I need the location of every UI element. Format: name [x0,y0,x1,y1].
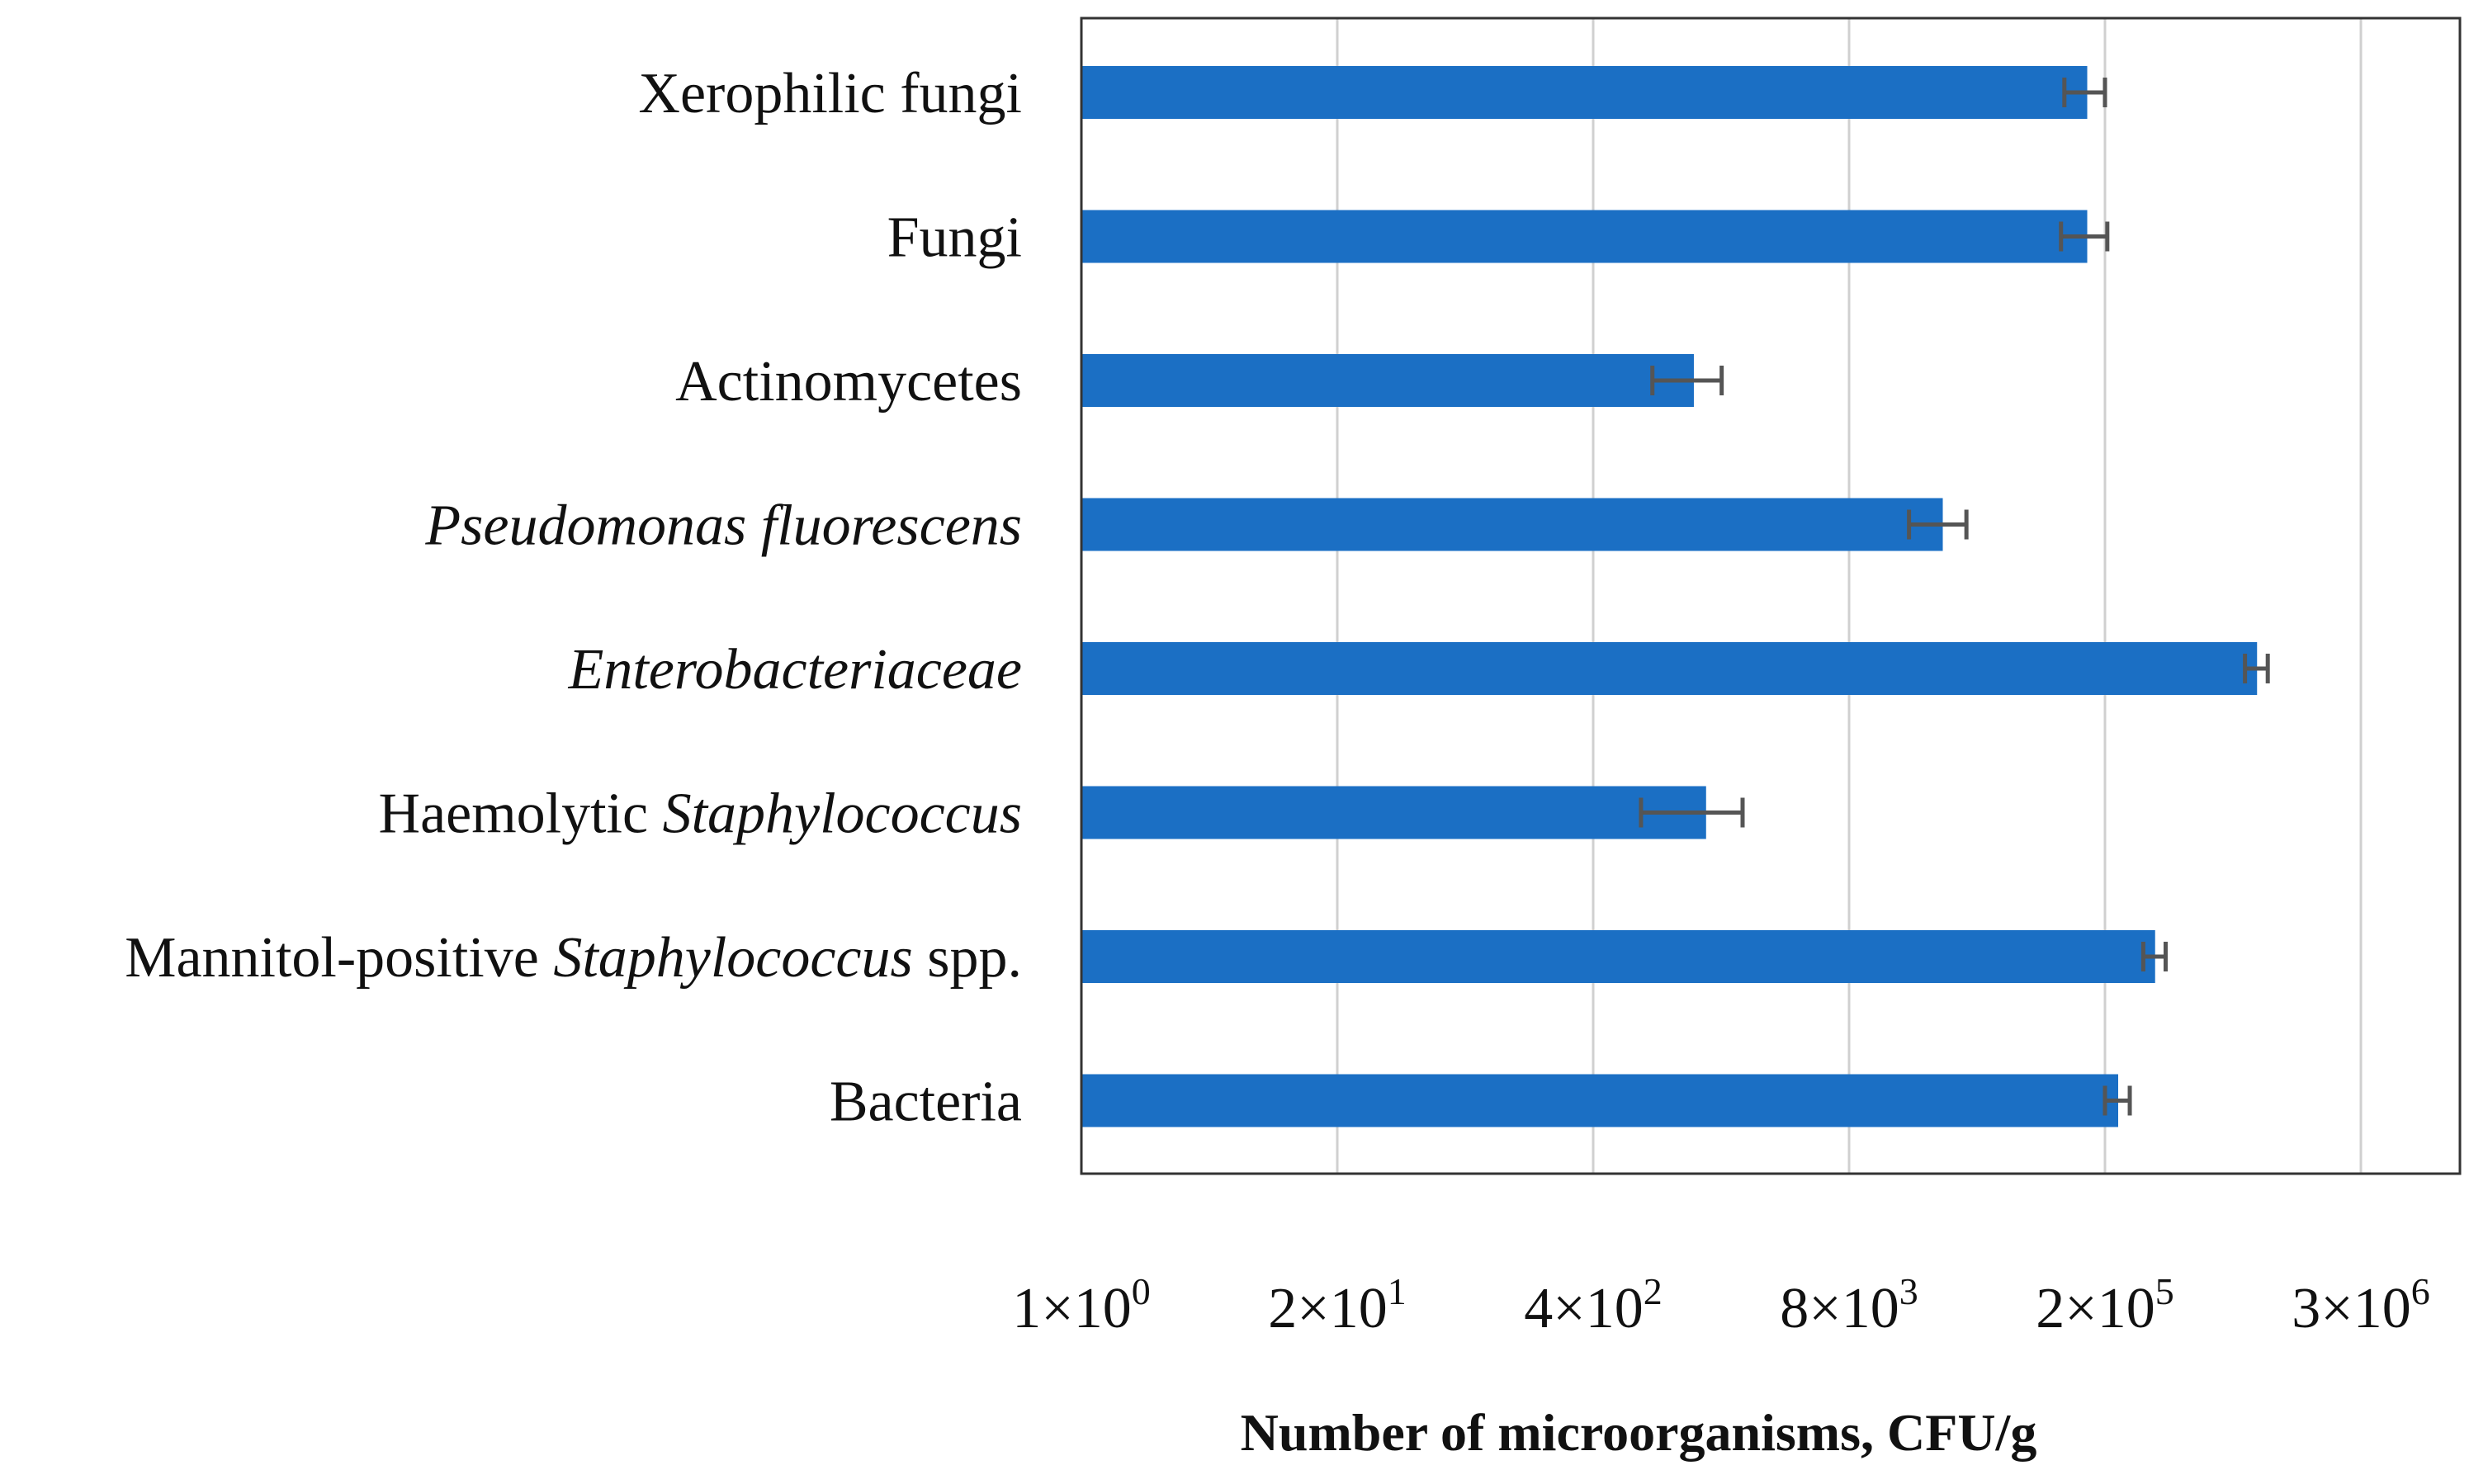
x-tick-label: 1×100 [1012,1270,1150,1340]
category-label: Fungi [887,206,1022,270]
error-bar [2103,1085,2132,1116]
category-label: Mannitol-positive Staphylococcus spp. [125,926,1022,990]
x-tick-label: 4×102 [1524,1270,1662,1340]
error-bars [1639,78,2270,1116]
category-label: Enterobacteriaceae [568,638,1022,702]
bar [1081,1074,2118,1127]
plot-frame [1080,17,2462,1175]
category-label: Pseudomonas fluorescens [424,494,1022,558]
error-bar [2243,654,2270,683]
bars [1081,66,2258,1127]
bar [1081,498,1943,551]
gridlines [1336,18,2363,1174]
category-labels: Xerophilic fungi Fungi Actinomycetes Pseudo… [125,62,1022,1134]
x-axis-title: Number of microorganisms, CFU/g [1241,1403,2037,1462]
x-tick-label: 2×105 [2036,1270,2173,1340]
error-bar [1650,366,1724,395]
bar [1081,930,2155,983]
bar [1081,786,1706,839]
x-tick-labels: 1×100 2×101 4×102 8×103 2×105 3×106 [1012,1270,2429,1340]
x-tick-label: 8×103 [1780,1270,1918,1340]
x-tick-label: 2×101 [1268,1270,1406,1340]
error-bar [1907,509,1969,540]
bar [1081,642,2258,695]
category-label: Bacteria [830,1070,1022,1134]
category-label: Xerophilic fungi [638,62,1022,125]
x-tick-label: 3×106 [2292,1270,2429,1340]
bar [1081,210,2088,263]
error-bar [2062,78,2107,107]
error-bar [2140,942,2168,971]
bar [1081,66,2088,119]
error-bar [2059,221,2110,252]
category-label: Actinomycetes [675,350,1022,414]
category-label: Haemolytic Staphylococcus [379,782,1022,846]
bar [1081,354,1694,407]
error-bar [1639,797,1745,828]
